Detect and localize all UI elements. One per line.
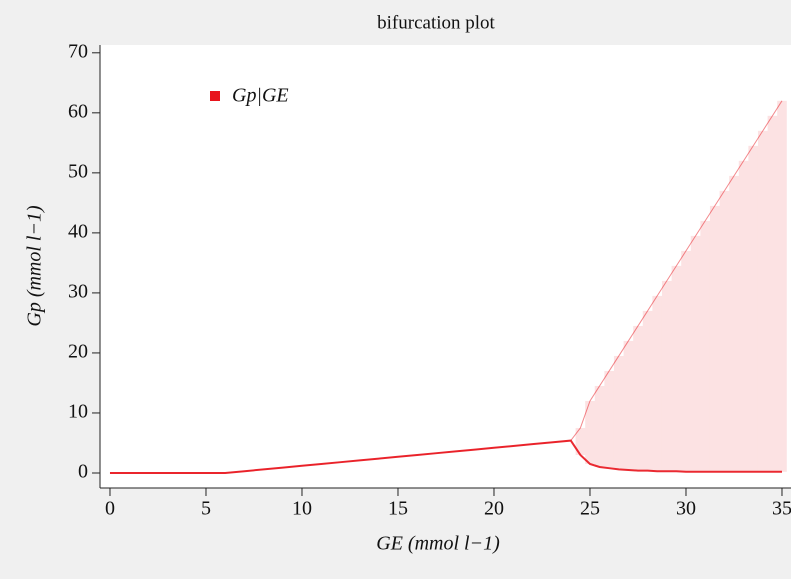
x-tick-label: 0: [105, 498, 115, 520]
lower-branch: [109, 439, 782, 474]
range-band: [671, 265, 682, 472]
legend-label: Gp|GE: [232, 85, 289, 107]
range-band: [604, 370, 614, 469]
range-band: [729, 175, 739, 472]
x-tick-label: 5: [201, 498, 211, 520]
range-band: [767, 115, 778, 472]
range-band: [661, 280, 672, 472]
range-band: [623, 340, 634, 470]
y-tick-label: 60: [68, 100, 88, 122]
range-band: [757, 130, 768, 472]
range-band: [700, 220, 710, 472]
x-tick-label: 25: [580, 498, 600, 520]
range-band: [613, 355, 624, 470]
x-tick-label: 20: [484, 498, 504, 520]
range-band: [681, 250, 691, 472]
range-band: [633, 325, 643, 471]
range-band: [575, 427, 586, 455]
chart-title: bifurcation plot: [377, 12, 495, 33]
y-tick-label: 40: [68, 220, 88, 242]
range-band: [652, 295, 662, 472]
x-tick-label: 10: [292, 498, 312, 520]
y-tick-label: 70: [68, 40, 88, 62]
x-tick-label: 15: [388, 498, 408, 520]
x-axis-label: GE (mmol l−1): [376, 533, 500, 555]
x-tick-label: 30: [676, 498, 696, 520]
legend-swatch: [210, 91, 220, 101]
y-tick-label: 50: [68, 160, 88, 182]
range-band: [594, 385, 605, 467]
y-tick-label: 20: [68, 341, 88, 363]
range-band: [777, 100, 787, 472]
range-band: [690, 235, 701, 472]
range-band: [642, 310, 653, 471]
range-band: [748, 145, 758, 472]
y-axis-label: Gp (mmol l−1): [24, 205, 46, 327]
y-tick-label: 0: [78, 461, 88, 483]
y-tick-label: 10: [68, 401, 88, 423]
range-band: [719, 190, 730, 472]
range-band: [709, 205, 720, 472]
range-band: [585, 400, 595, 464]
y-tick-label: 30: [68, 281, 88, 303]
x-tick-label: 35: [772, 498, 791, 520]
range-band: [738, 160, 749, 472]
